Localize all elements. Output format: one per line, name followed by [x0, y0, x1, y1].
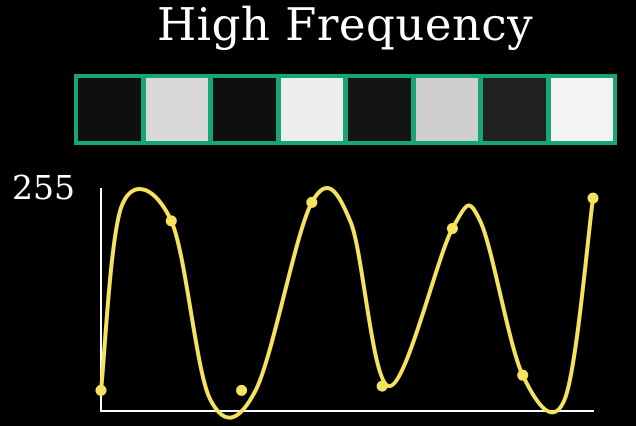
- sample-point-3: [236, 384, 248, 396]
- sample-point-5: [376, 380, 388, 392]
- pixel-cell-1: [78, 78, 146, 141]
- pixel-cell-3: [213, 78, 281, 141]
- sample-point-4: [306, 196, 318, 208]
- page-title: High Frequency: [156, 0, 534, 51]
- pixel-cell-2: [145, 78, 213, 141]
- sample-point-7: [517, 369, 529, 381]
- pixel-cell-8: [550, 78, 613, 141]
- pixel-cell-5: [348, 78, 416, 141]
- sample-point-2: [165, 215, 177, 227]
- pixel-cell-7: [483, 78, 551, 141]
- pixel-cell-4: [280, 78, 348, 141]
- sample-points: [95, 192, 599, 396]
- y-axis-max-label: 255: [12, 168, 75, 207]
- sample-point-1: [95, 384, 107, 396]
- sample-point-8: [587, 192, 599, 204]
- pixel-strip: [74, 74, 617, 145]
- pixel-cell-6: [415, 78, 483, 141]
- sample-point-6: [446, 222, 458, 234]
